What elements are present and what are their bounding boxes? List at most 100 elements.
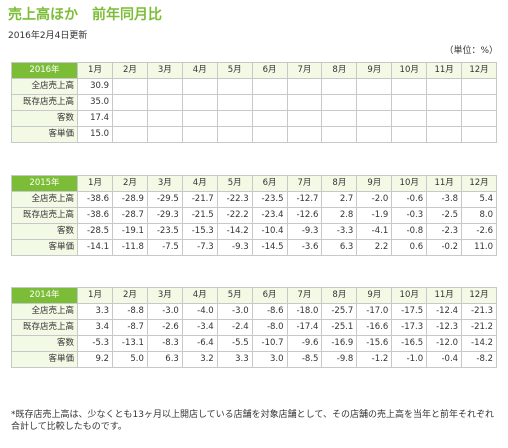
table-cell: -17.0 bbox=[356, 303, 393, 320]
table-cell: -2.6 bbox=[461, 223, 497, 240]
month-header: 10月 bbox=[391, 175, 428, 192]
table-cell: -25.7 bbox=[321, 303, 358, 320]
table-cell bbox=[181, 94, 218, 111]
table-cell: -7.5 bbox=[146, 239, 183, 256]
month-header: 6月 bbox=[251, 287, 288, 304]
table-cell: -5.5 bbox=[216, 335, 253, 352]
table-cell: -1.0 bbox=[391, 351, 428, 368]
table-cell: -38.6 bbox=[77, 207, 113, 224]
table-cell: -16.9 bbox=[321, 335, 358, 352]
table-cell: -22.3 bbox=[216, 191, 253, 208]
row-label: 全店売上高 bbox=[11, 191, 78, 208]
table-cell: -16.6 bbox=[356, 319, 393, 336]
table-row: 全店売上高 3.3 -8.8 -3.0 -4.0 -3.0 -8.6 -18.0 -25.7 -1… bbox=[11, 303, 497, 320]
table-cell: -9.3 bbox=[286, 223, 323, 240]
table-cell: -8.8 bbox=[112, 303, 148, 320]
table-cell: -15.3 bbox=[181, 223, 218, 240]
table-cell: -8.0 bbox=[251, 319, 288, 336]
table-cell: -10.7 bbox=[251, 335, 288, 352]
month-header: 5月 bbox=[216, 287, 253, 304]
table-cell: 15.0 bbox=[77, 126, 113, 143]
table-cell bbox=[181, 78, 218, 95]
table-cell bbox=[146, 78, 183, 95]
table-cell bbox=[321, 126, 358, 143]
table-cell: 3.3 bbox=[77, 303, 113, 320]
month-header: 9月 bbox=[356, 62, 393, 79]
month-header: 4月 bbox=[181, 175, 218, 192]
table-cell: -3.8 bbox=[426, 191, 463, 208]
table-cell: -38.6 bbox=[77, 191, 113, 208]
table-cell: -23.4 bbox=[251, 207, 288, 224]
table-cell: -0.4 bbox=[426, 351, 463, 368]
month-header: 8月 bbox=[321, 62, 358, 79]
table-cell: -29.3 bbox=[146, 207, 183, 224]
table-cell bbox=[146, 94, 183, 111]
table-cell: -0.3 bbox=[391, 207, 428, 224]
month-header: 4月 bbox=[181, 287, 218, 304]
table-cell bbox=[461, 126, 497, 143]
table-cell bbox=[112, 94, 148, 111]
table-cell bbox=[356, 94, 393, 111]
row-label: 客単価 bbox=[11, 239, 78, 256]
table-row: 既存店売上高 35.0 bbox=[11, 94, 497, 111]
table-cell bbox=[321, 78, 358, 95]
table-cell: -14.1 bbox=[77, 239, 113, 256]
row-label: 既存店売上高 bbox=[11, 94, 78, 111]
month-header: 2月 bbox=[112, 175, 148, 192]
table-row: 全店売上高 30.9 bbox=[11, 78, 497, 95]
table-cell: -8.2 bbox=[461, 351, 497, 368]
table-header-row: 2016年 1月 2月 3月 4月 5月 6月 7月 8月 9月 10月 11月 12月 bbox=[11, 62, 497, 79]
table-cell bbox=[286, 78, 323, 95]
table-cell bbox=[356, 126, 393, 143]
table-cell bbox=[321, 110, 358, 127]
table-cell: -9.6 bbox=[286, 335, 323, 352]
table-cell: 17.4 bbox=[77, 110, 113, 127]
month-header: 9月 bbox=[356, 175, 393, 192]
row-label: 全店売上高 bbox=[11, 303, 78, 320]
month-header: 2月 bbox=[112, 287, 148, 304]
table-cell bbox=[251, 94, 288, 111]
table-2015: 2015年 1月 2月 3月 4月 5月 6月 7月 8月 9月 10月 11月 12月 全店売上高 -38… bbox=[11, 175, 497, 256]
table-cell: -23.5 bbox=[251, 191, 288, 208]
updated-date: 2016年2月4日更新 bbox=[8, 31, 88, 41]
table-row: 既存店売上高 3.4 -8.7 -2.6 -3.4 -2.4 -8.0 -17.4 -25.1-… bbox=[11, 319, 497, 336]
table-cell bbox=[181, 126, 218, 143]
month-header: 8月 bbox=[321, 175, 358, 192]
table-cell: 0.6 bbox=[391, 239, 428, 256]
table-cell bbox=[286, 110, 323, 127]
table-cell: -21.7 bbox=[181, 191, 218, 208]
month-header: 6月 bbox=[251, 175, 288, 192]
table-row: 客数 -5.3 -13.1 -8.3 -6.4 -5.5 -10.7 -9.6 -16.9 -15… bbox=[11, 335, 497, 352]
month-header: 4月 bbox=[181, 62, 218, 79]
year-label: 2016年 bbox=[11, 62, 78, 79]
table-cell: -17.4 bbox=[286, 319, 323, 336]
table-cell: -16.5 bbox=[391, 335, 428, 352]
month-header: 11月 bbox=[426, 175, 463, 192]
table-cell bbox=[112, 78, 148, 95]
table-cell: 3.4 bbox=[77, 319, 113, 336]
table-cell: 2.2 bbox=[356, 239, 393, 256]
month-header: 7月 bbox=[286, 287, 323, 304]
month-header: 1月 bbox=[77, 175, 113, 192]
month-header: 3月 bbox=[146, 175, 183, 192]
table-row: 客単価 15.0 bbox=[11, 126, 497, 143]
table-cell: -12.6 bbox=[286, 207, 323, 224]
table-cell: -14.2 bbox=[461, 335, 497, 352]
month-header: 8月 bbox=[321, 287, 358, 304]
table-cell: -0.6 bbox=[391, 191, 428, 208]
table-row: 既存店売上高 -38.6 -28.7 -29.3 -21.5 -22.2 -23.4 -12.… bbox=[11, 207, 497, 224]
month-header: 7月 bbox=[286, 62, 323, 79]
table-cell: -12.7 bbox=[286, 191, 323, 208]
table-cell: 2.8 bbox=[321, 207, 358, 224]
table-cell bbox=[426, 94, 463, 111]
table-cell bbox=[391, 110, 428, 127]
table-cell bbox=[251, 126, 288, 143]
table-row: 客数 17.4 bbox=[11, 110, 497, 127]
table-cell: 8.0 bbox=[461, 207, 497, 224]
month-header: 5月 bbox=[216, 62, 253, 79]
table-cell: -23.5 bbox=[146, 223, 183, 240]
table-cell: 6.3 bbox=[321, 239, 358, 256]
unit-label: （単位：%） bbox=[444, 46, 498, 56]
row-label: 客単価 bbox=[11, 126, 78, 143]
table-cell: -3.4 bbox=[181, 319, 218, 336]
